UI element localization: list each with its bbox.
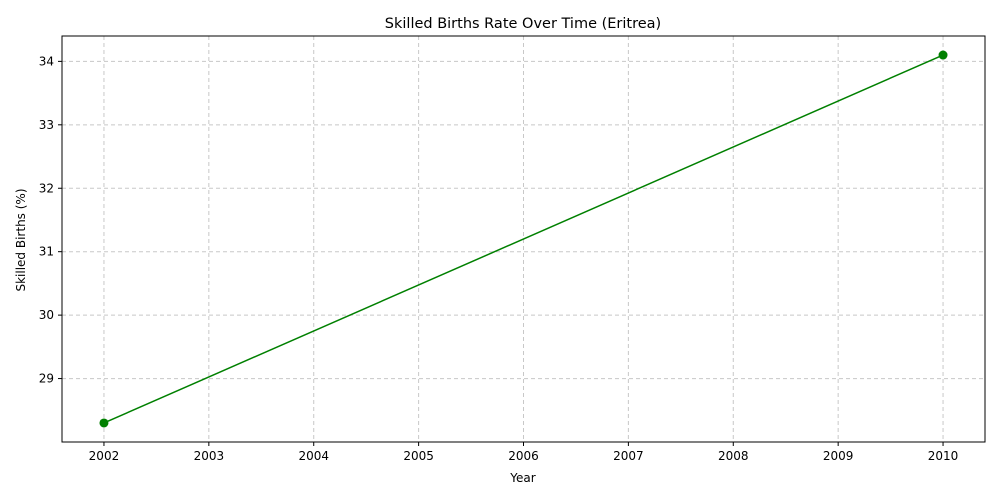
y-tick-label: 30 xyxy=(39,308,54,322)
x-tick-label: 2007 xyxy=(613,449,644,463)
x-tick-label: 2005 xyxy=(403,449,434,463)
x-tick-label: 2008 xyxy=(718,449,749,463)
x-tick-label: 2006 xyxy=(508,449,539,463)
y-tick-label: 32 xyxy=(39,181,54,195)
series-line xyxy=(103,54,944,424)
x-axis: 2002 2003 2004 2005 2006 2007 2008 2009 2010 xyxy=(89,442,959,463)
y-tick-label: 33 xyxy=(39,118,54,132)
x-axis-label: Year xyxy=(509,471,535,485)
x-tick-label: 2002 xyxy=(89,449,120,463)
x-tick-label: 2003 xyxy=(194,449,225,463)
x-tick-label: 2004 xyxy=(298,449,329,463)
grid-lines xyxy=(62,36,985,442)
y-tick-label: 31 xyxy=(39,245,54,259)
series-layer xyxy=(99,50,948,428)
data-point xyxy=(99,418,109,428)
y-axis-label: Skilled Births (%) xyxy=(14,188,28,291)
y-axis: 29 30 31 32 33 34 xyxy=(39,54,62,386)
x-tick-label: 2010 xyxy=(928,449,959,463)
y-tick-label: 34 xyxy=(39,54,54,68)
y-tick-label: 29 xyxy=(39,372,54,386)
chart-title: Skilled Births Rate Over Time (Eritrea) xyxy=(385,16,661,32)
data-point xyxy=(938,50,948,60)
x-tick-label: 2009 xyxy=(823,449,854,463)
